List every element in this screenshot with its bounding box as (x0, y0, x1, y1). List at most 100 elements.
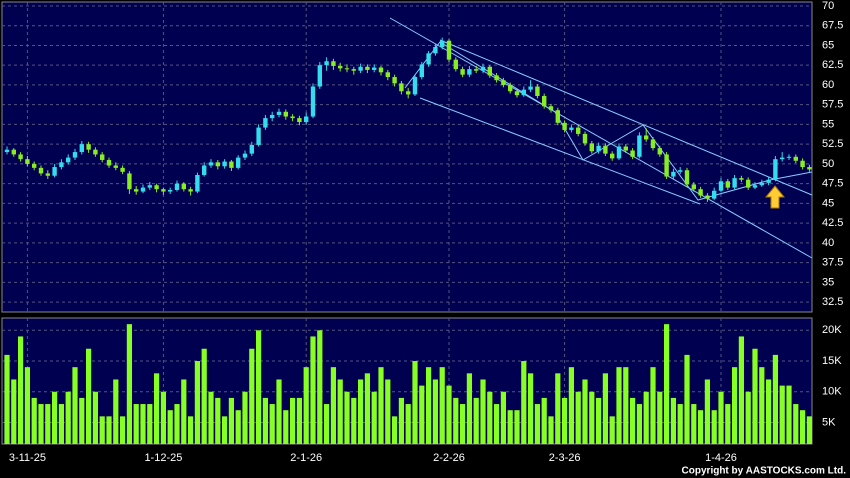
candle-body (79, 144, 84, 153)
candle-body (678, 170, 683, 172)
volume-bar (636, 404, 642, 444)
x-tick-label: 1-4-26 (705, 452, 737, 464)
volume-bar (378, 367, 384, 444)
candle-body (548, 106, 554, 111)
candle-body (378, 67, 384, 73)
volume-bar (324, 404, 330, 444)
volume-bar (330, 367, 336, 444)
volume-bar (793, 404, 799, 444)
y-tick-label: 40 (822, 237, 834, 249)
volume-bar (745, 391, 751, 444)
candle-body (222, 161, 227, 167)
volume-bar (738, 336, 744, 444)
candle-body (739, 178, 744, 180)
volume-bar (772, 354, 778, 444)
candle-body (426, 53, 431, 65)
candle-body (698, 189, 703, 196)
volume-bar (500, 391, 506, 444)
volume-bar (358, 379, 364, 444)
candle-body (610, 153, 615, 159)
candle-body (113, 165, 118, 168)
volume-bar (494, 404, 500, 444)
volume-bar (766, 379, 772, 444)
y-tick-label: 67.5 (822, 20, 843, 32)
candle-body (310, 86, 316, 117)
candle-body (276, 111, 282, 115)
volume-bar (174, 404, 180, 444)
candle-body (514, 91, 520, 96)
candle-body (32, 163, 37, 168)
volume-bar (228, 397, 234, 444)
candle-body (582, 133, 588, 144)
candle-body (786, 156, 792, 158)
volume-bar (317, 330, 323, 444)
volume-bar (371, 391, 377, 444)
candle-body (412, 77, 418, 95)
volume-bar (752, 348, 758, 444)
volume-bar (249, 348, 255, 444)
x-tick-label: 2-2-26 (433, 452, 465, 464)
volume-bar (92, 391, 98, 444)
volume-bar (242, 391, 248, 444)
candle-body (705, 195, 710, 199)
volume-bar (616, 367, 622, 444)
volume-bar (4, 354, 10, 444)
volume-bar (562, 397, 568, 444)
volume-bar (650, 367, 656, 444)
candle-body (555, 110, 560, 123)
candle-body (630, 150, 635, 157)
candle-body (406, 91, 411, 95)
candle-body (766, 179, 771, 183)
candle-body (596, 145, 601, 152)
volume-bar (11, 379, 17, 444)
volume-bar (786, 385, 792, 444)
volume-tick-label: 10K (822, 386, 842, 398)
candle-body (236, 157, 241, 168)
candle-body (759, 182, 764, 186)
candle-body (467, 69, 472, 75)
volume-bar (120, 416, 126, 444)
volume-bar (235, 410, 241, 444)
volume-bar (555, 373, 561, 444)
volume-bar (344, 391, 350, 444)
volume-bar (269, 404, 275, 444)
volume-bar (99, 416, 105, 444)
candle-body (644, 135, 649, 140)
candle-body (433, 47, 438, 54)
candle-body (134, 189, 139, 192)
candle-body (18, 154, 23, 160)
volume-bar (392, 416, 398, 444)
volume-bar (684, 354, 690, 444)
volume-bar (181, 379, 187, 444)
volume-bar (147, 404, 153, 444)
volume-tick-label: 5K (822, 416, 836, 428)
candle-body (480, 66, 486, 71)
volume-bar (140, 404, 146, 444)
candle-body (45, 173, 50, 176)
candle-body (712, 190, 717, 199)
volume-bar (582, 379, 588, 444)
candle-body (208, 162, 214, 166)
candle-body (562, 122, 567, 130)
volume-bar (806, 416, 812, 444)
trend-line (439, 39, 813, 196)
candle-body (664, 154, 669, 177)
volume-bar (528, 373, 534, 444)
volume-bar (45, 404, 51, 444)
x-tick-label: 1-12-25 (144, 452, 182, 464)
volume-bar (52, 391, 58, 444)
volume-bar (351, 397, 357, 444)
x-tick-label: 2-3-26 (549, 452, 581, 464)
candle-body (270, 114, 275, 119)
candle-body (297, 118, 302, 123)
volume-bar (86, 348, 92, 444)
candle-body (365, 66, 370, 70)
volume-bar (691, 404, 697, 444)
y-tick-label: 52.5 (822, 138, 843, 150)
volume-bar (664, 324, 670, 444)
candle-body (120, 167, 125, 172)
volume-bar (657, 391, 663, 444)
candle-body (589, 143, 594, 152)
volume-bar (534, 404, 540, 444)
volume-bar (194, 361, 200, 444)
